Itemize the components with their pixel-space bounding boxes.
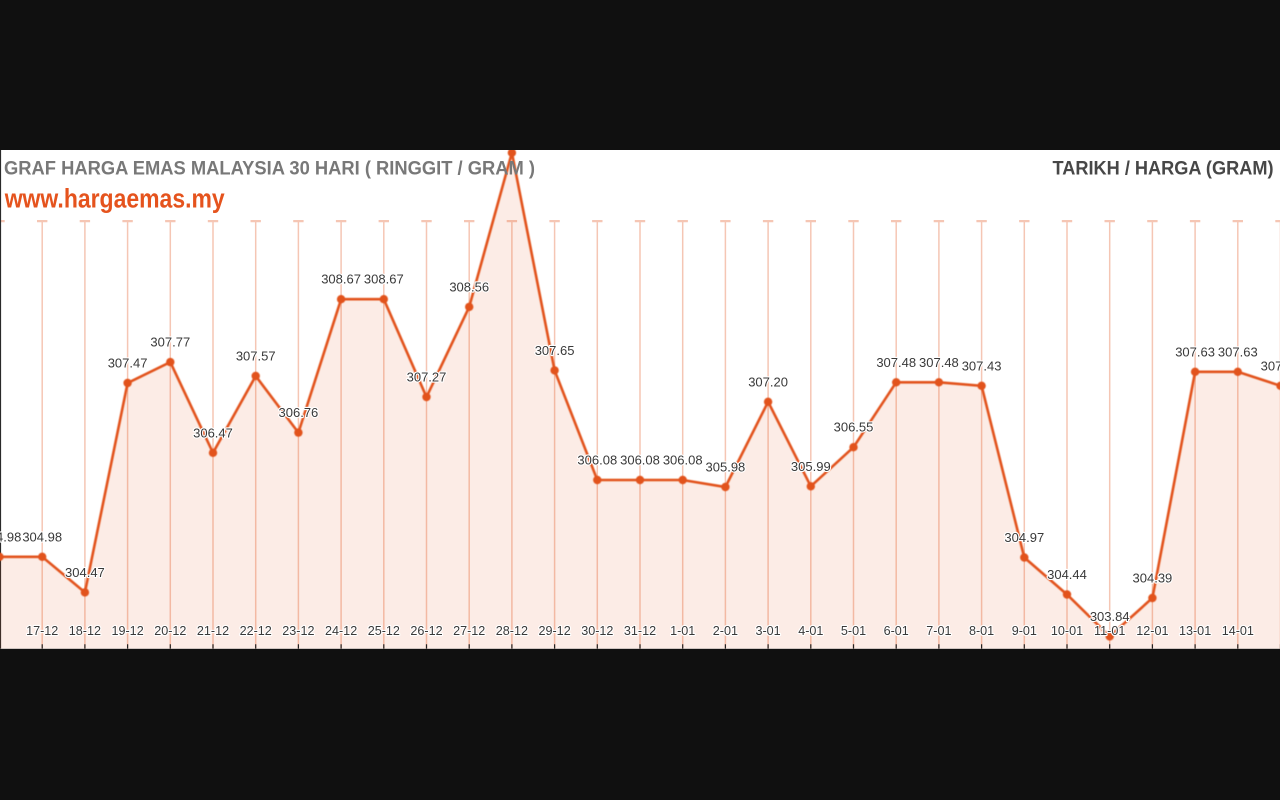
svg-text:308.67: 308.67: [364, 272, 404, 287]
svg-text:www.hargaemas.my: www.hargaemas.my: [4, 183, 225, 213]
svg-text:29-12: 29-12: [538, 624, 570, 638]
svg-text:11-01: 11-01: [1094, 624, 1125, 638]
svg-text:8-01: 8-01: [969, 624, 994, 638]
svg-text:23-12: 23-12: [282, 624, 314, 638]
svg-text:307.57: 307.57: [236, 349, 276, 364]
svg-text:306.76: 306.76: [279, 405, 319, 420]
svg-text:304.97: 304.97: [1004, 530, 1044, 545]
svg-text:13-01: 13-01: [1179, 624, 1211, 638]
svg-text:17-12: 17-12: [26, 624, 58, 638]
svg-text:19-12: 19-12: [111, 624, 143, 638]
svg-text:307.27: 307.27: [407, 370, 447, 385]
svg-text:9-01: 9-01: [1012, 624, 1037, 638]
svg-text:303.84: 303.84: [1090, 609, 1130, 624]
svg-text:5-01: 5-01: [841, 624, 866, 638]
svg-text:25-12: 25-12: [368, 624, 400, 638]
svg-text:304.98: 304.98: [0, 529, 21, 544]
svg-text:306.55: 306.55: [834, 420, 874, 435]
svg-text:304.47: 304.47: [65, 565, 105, 580]
svg-text:306.08: 306.08: [620, 453, 660, 468]
svg-text:14-01: 14-01: [1222, 624, 1254, 638]
svg-text:3-01: 3-01: [755, 624, 780, 638]
svg-text:TARIKH / HARGA (GRAM): TARIKH / HARGA (GRAM): [1053, 158, 1274, 180]
svg-text:308.67: 308.67: [321, 272, 361, 287]
svg-text:308.56: 308.56: [449, 279, 489, 294]
svg-text:307.20: 307.20: [748, 374, 788, 389]
svg-text:307.43: 307.43: [1261, 358, 1280, 373]
svg-text:307.48: 307.48: [919, 355, 959, 370]
svg-text:7-01: 7-01: [926, 624, 951, 638]
svg-text:307.48: 307.48: [876, 355, 916, 370]
svg-text:28-12: 28-12: [496, 624, 528, 638]
svg-text:26-12: 26-12: [410, 624, 442, 638]
svg-text:305.98: 305.98: [706, 460, 746, 475]
svg-text:27-12: 27-12: [453, 624, 485, 638]
svg-text:304.98: 304.98: [22, 529, 62, 544]
svg-text:306.08: 306.08: [663, 453, 703, 468]
svg-text:22-12: 22-12: [240, 624, 272, 638]
svg-text:4-01: 4-01: [798, 624, 823, 638]
svg-text:307.77: 307.77: [150, 335, 190, 350]
svg-text:10-01: 10-01: [1051, 624, 1083, 638]
svg-text:12-01: 12-01: [1136, 624, 1168, 638]
svg-text:304.44: 304.44: [1047, 567, 1087, 582]
svg-text:6-01: 6-01: [884, 624, 909, 638]
svg-text:30-12: 30-12: [581, 624, 613, 638]
svg-text:307.65: 307.65: [535, 343, 575, 358]
svg-text:305.99: 305.99: [791, 459, 831, 474]
svg-text:24-12: 24-12: [325, 624, 357, 638]
svg-text:307.43: 307.43: [962, 358, 1002, 373]
svg-text:21-12: 21-12: [197, 624, 229, 638]
svg-text:307.63: 307.63: [1175, 344, 1215, 359]
svg-text:304.39: 304.39: [1133, 571, 1173, 586]
svg-text:18-12: 18-12: [69, 624, 101, 638]
svg-text:307.47: 307.47: [108, 356, 148, 371]
svg-text:2-01: 2-01: [713, 624, 738, 638]
svg-text:GRAF HARGA EMAS MALAYSIA 30 HA: GRAF HARGA EMAS MALAYSIA 30 HARI ( RINGG…: [4, 158, 535, 180]
svg-text:306.08: 306.08: [577, 453, 617, 468]
svg-text:20-12: 20-12: [154, 624, 186, 638]
svg-text:307.63: 307.63: [1218, 344, 1258, 359]
svg-text:31-12: 31-12: [624, 624, 656, 638]
svg-text:1-01: 1-01: [670, 624, 695, 638]
svg-text:306.47: 306.47: [193, 425, 233, 440]
